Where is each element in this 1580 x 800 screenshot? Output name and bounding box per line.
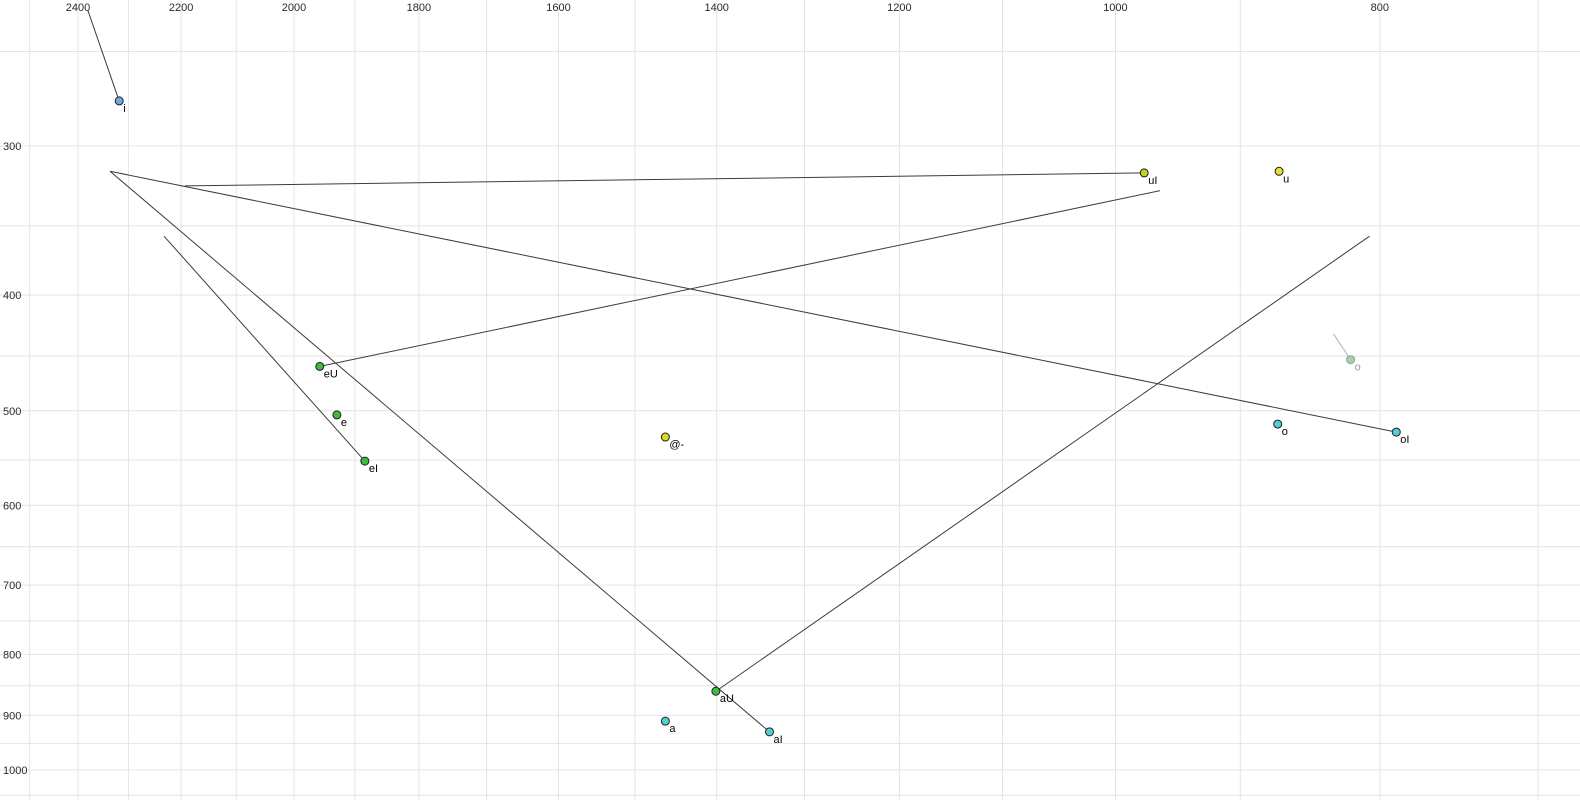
- trajectory-line: [319, 190, 1161, 367]
- vowel-point-label: u: [1283, 173, 1289, 185]
- vowel-point-label: e: [341, 417, 347, 429]
- trajectory-line: [715, 235, 1370, 692]
- vowel-point-label: aI: [774, 734, 783, 746]
- x-axis-tick-label: 1800: [407, 2, 431, 14]
- y-axis-tick-label: 600: [3, 500, 21, 512]
- vowel-point-label: uI: [1148, 175, 1157, 187]
- vowel-point: [765, 727, 775, 737]
- y-axis-tick-label: 700: [3, 580, 21, 592]
- vowel-point: [660, 432, 670, 442]
- vowel-point-label: o: [1355, 362, 1361, 374]
- y-axis-tick-label: 300: [3, 141, 21, 153]
- y-axis-tick-label: 1000: [3, 765, 27, 777]
- vowel-point: [711, 686, 721, 696]
- x-axis-tick-label: 2400: [66, 2, 90, 14]
- trajectory-line: [184, 172, 1145, 187]
- vowel-point: [1274, 166, 1284, 176]
- vowel-point: [1391, 427, 1401, 437]
- vowel-point: [660, 716, 670, 726]
- vowel-point-label: a: [669, 723, 676, 735]
- trajectory-line: [1332, 333, 1352, 360]
- vowel-point-label: oI: [1400, 434, 1409, 446]
- x-axis-tick-label: 800: [1371, 2, 1389, 14]
- trajectory-line: [87, 10, 120, 102]
- y-axis-tick-label: 500: [3, 406, 21, 418]
- vowel-point-label: @-: [669, 439, 684, 451]
- vowel-point-label: aU: [720, 693, 734, 705]
- vowel-point: [1139, 168, 1149, 178]
- y-axis-tick-label: 400: [3, 290, 21, 302]
- x-axis-tick-label: 2200: [169, 2, 193, 14]
- trajectory-line: [109, 170, 1397, 433]
- vowel-point: [1273, 419, 1283, 429]
- y-axis-tick-label: 800: [3, 649, 21, 661]
- x-axis-tick-label: 2000: [282, 2, 306, 14]
- vowel-point-label: eI: [369, 463, 378, 475]
- vowel-point-label: eU: [324, 368, 338, 380]
- x-axis-tick-label: 1600: [546, 2, 570, 14]
- trajectory-line: [163, 235, 366, 462]
- x-axis-tick-label: 1000: [1103, 2, 1127, 14]
- x-axis-tick-label: 1200: [887, 2, 911, 14]
- vowel-point: [114, 96, 124, 106]
- vowel-point-label: i: [123, 103, 125, 115]
- vowel-point: [332, 410, 342, 420]
- y-axis-tick-label: 900: [3, 710, 21, 722]
- vowel-point: [1346, 355, 1356, 365]
- vowel-point: [315, 361, 325, 371]
- vowel-point-label: o: [1282, 426, 1288, 438]
- trajectory-line: [109, 170, 770, 733]
- vowel-point: [360, 456, 370, 466]
- x-axis-tick-label: 1400: [704, 2, 728, 14]
